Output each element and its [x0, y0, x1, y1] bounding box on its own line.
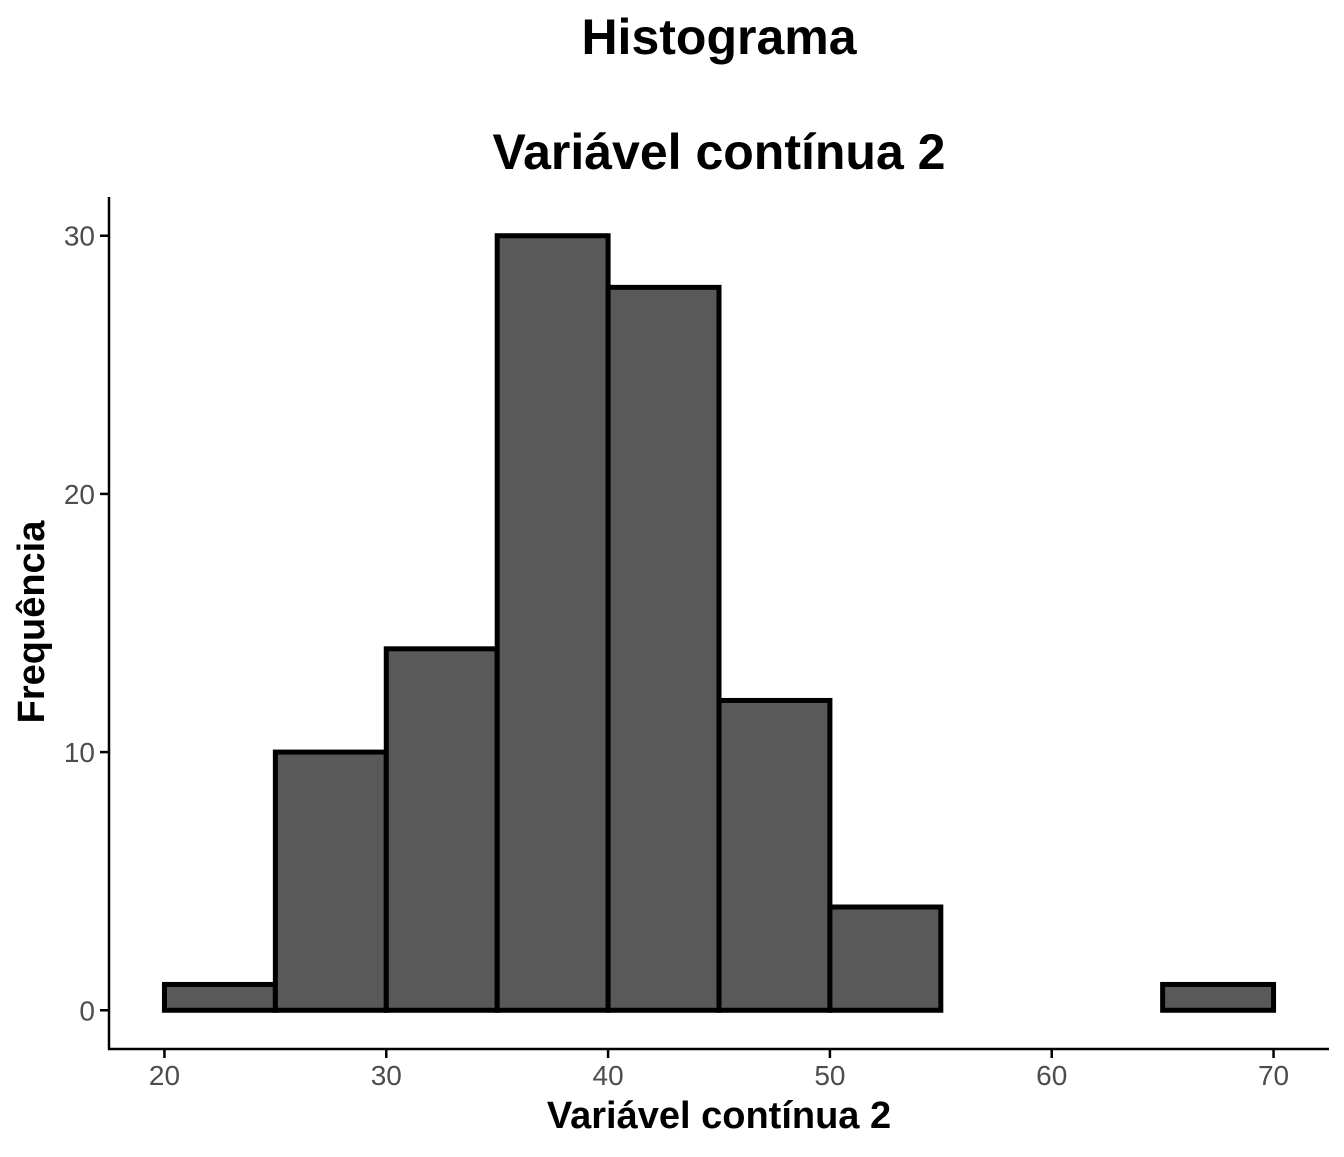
histogram-bar-40-45 — [605, 284, 722, 1013]
bars-layer — [161, 233, 1277, 1013]
x-tick-label-50: 50 — [814, 1060, 845, 1091]
chart-subtitle: Variável contínua 2 — [493, 124, 946, 180]
x-tick-label-20: 20 — [149, 1060, 180, 1091]
histogram-bar-30-35 — [383, 646, 500, 1013]
x-tick-label-30: 30 — [371, 1060, 402, 1091]
y-axis-title: Frequência — [11, 520, 53, 724]
y-tick-label-10: 10 — [64, 737, 95, 768]
x-tick-label-60: 60 — [1036, 1060, 1067, 1091]
ticks-layer: 20 30 40 50 60 70 0 10 20 30 — [64, 221, 1289, 1091]
axes-layer — [107, 197, 1329, 1051]
histogram-bar-50-55 — [827, 904, 944, 1013]
y-tick-label-0: 0 — [79, 995, 95, 1026]
histogram-bar-45-50 — [716, 697, 833, 1013]
chart-title: Histograma — [581, 9, 857, 65]
y-tick-label-20: 20 — [64, 479, 95, 510]
x-axis-title: Variável contínua 2 — [547, 1095, 891, 1137]
x-tick-label-70: 70 — [1258, 1060, 1289, 1091]
y-tick-label-30: 30 — [64, 221, 95, 252]
histogram-bar-20-25 — [161, 981, 278, 1013]
histogram-bar-25-30 — [272, 749, 389, 1013]
histogram-bar-65-70 — [1160, 981, 1277, 1013]
histogram-bar-35-40 — [494, 233, 611, 1013]
x-tick-label-40: 40 — [593, 1060, 624, 1091]
